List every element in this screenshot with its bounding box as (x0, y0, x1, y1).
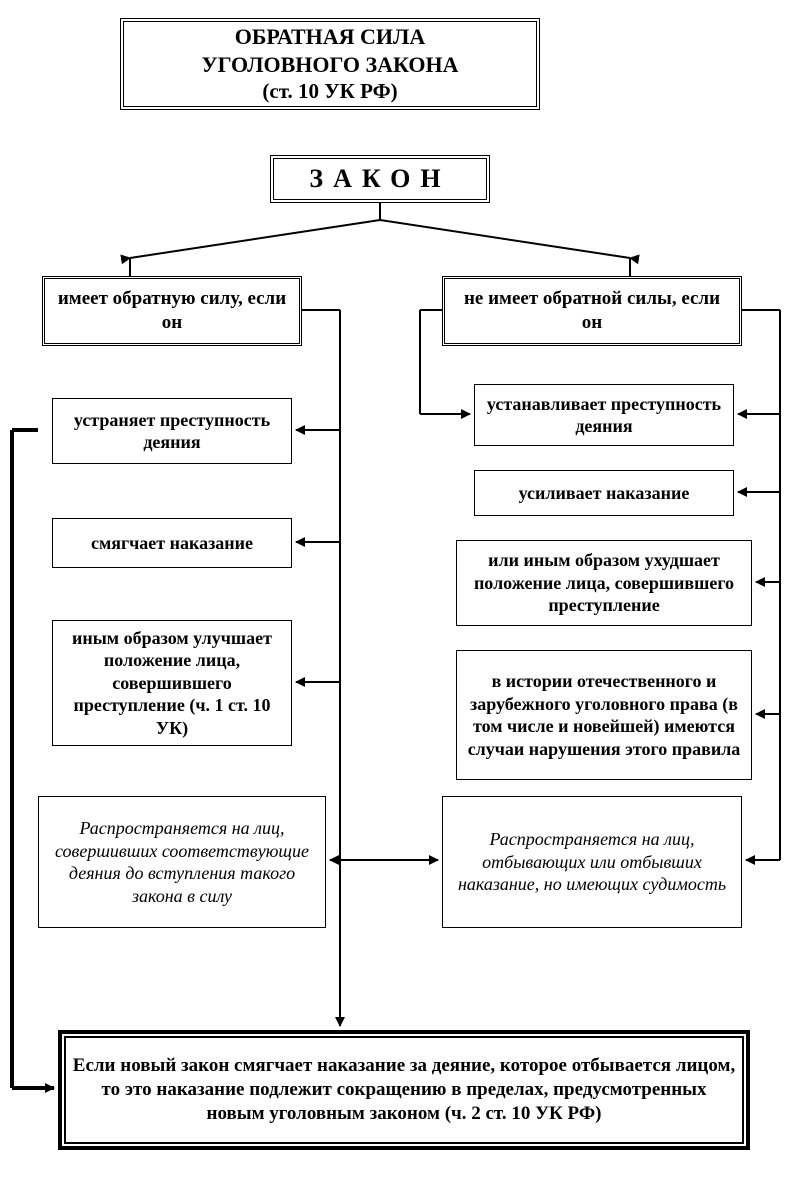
footer-text: Если новый закон смягчает наказание за д… (72, 1054, 736, 1125)
right-item-2-text: усиливает наказание (519, 482, 690, 505)
right-item-3: или иным образом ухудшает положение лица… (456, 540, 752, 626)
right-item-4: в истории отечественного и зарубежного у… (456, 650, 752, 780)
title-line3: (ст. 10 УК РФ) (262, 78, 397, 104)
left-note-text: Распространяется на лиц, совершивших соо… (49, 817, 315, 907)
left-item-3-text: иным образом улучшает положение лица, со… (63, 627, 281, 740)
right-branch-header-text: не имеет обратной силы, если он (455, 287, 729, 335)
left-branch-header: имеет обратную силу, если он (42, 276, 302, 346)
left-item-1-text: устраняет преступность деяния (63, 409, 281, 454)
right-item-1-text: устанавливает преступность деяния (485, 393, 723, 438)
right-item-4-text: в истории отечественного и зарубежного у… (467, 670, 741, 760)
left-item-3: иным образом улучшает положение лица, со… (52, 620, 292, 746)
left-note: Распространяется на лиц, совершивших соо… (38, 796, 326, 928)
title-line2: УГОЛОВНОГО ЗАКОНА (201, 51, 458, 79)
left-item-2-text: смягчает наказание (91, 532, 253, 555)
right-item-2: усиливает наказание (474, 470, 734, 516)
title-line1: ОБРАТНАЯ СИЛА (235, 23, 426, 51)
left-item-2: смягчает наказание (52, 518, 292, 568)
root-node: ЗАКОН (270, 155, 490, 203)
title-box: ОБРАТНАЯ СИЛА УГОЛОВНОГО ЗАКОНА (ст. 10 … (120, 18, 540, 110)
footer-box: Если новый закон смягчает наказание за д… (58, 1030, 750, 1150)
left-item-1: устраняет преступность деяния (52, 398, 292, 464)
right-branch-header: не имеет обратной силы, если он (442, 276, 742, 346)
flowchart-canvas: ОБРАТНАЯ СИЛА УГОЛОВНОГО ЗАКОНА (ст. 10 … (0, 0, 806, 1187)
right-note-text: Распространяется на лиц, отбывающих или … (453, 828, 731, 896)
right-note: Распространяется на лиц, отбывающих или … (442, 796, 742, 928)
right-item-3-text: или иным образом ухудшает положение лица… (467, 549, 741, 617)
root-label: ЗАКОН (309, 163, 450, 196)
right-item-1: устанавливает преступность деяния (474, 384, 734, 446)
left-branch-header-text: имеет обратную силу, если он (55, 287, 289, 335)
